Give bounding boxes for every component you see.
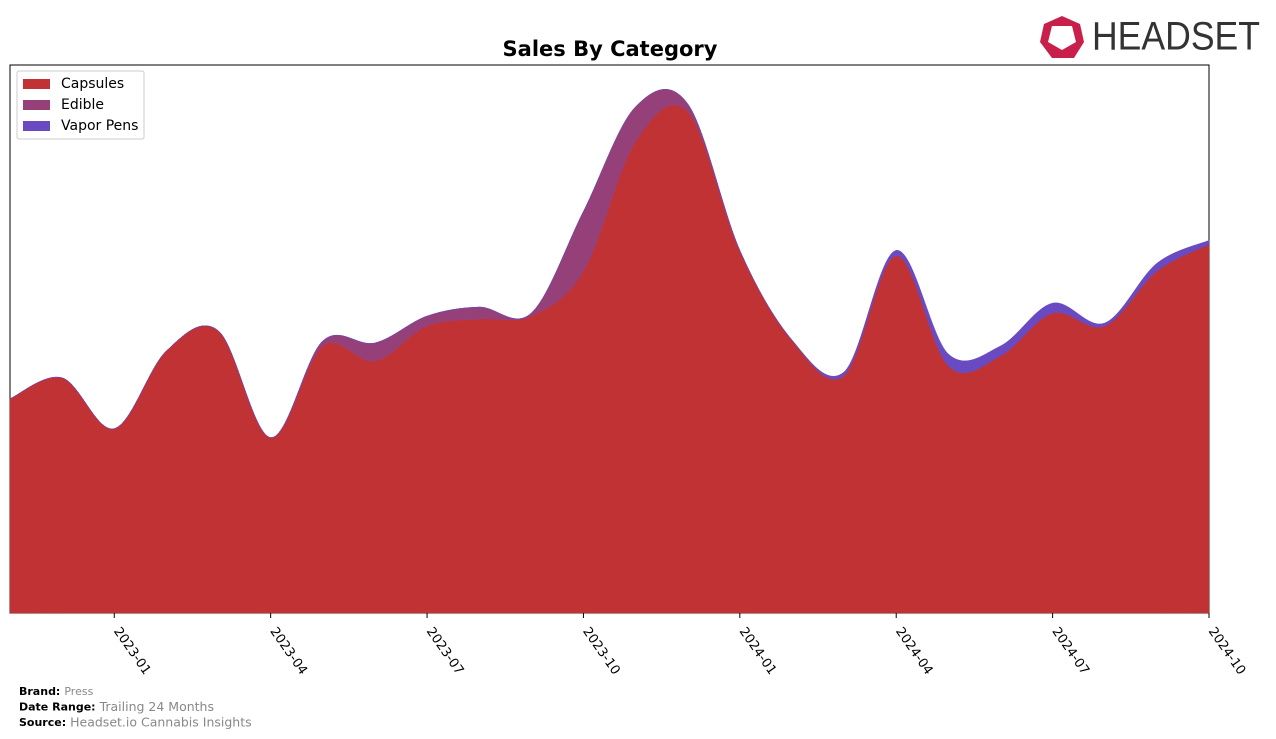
- logo-icon-hole: [1048, 26, 1076, 50]
- x-tick-label: 2023-10: [579, 625, 622, 678]
- legend-label: Edible: [61, 97, 104, 113]
- legend-swatch: [23, 100, 50, 110]
- legend-label: Capsules: [61, 76, 124, 92]
- x-tick-label: 2023-01: [110, 625, 153, 678]
- footer-label: Brand:: [19, 685, 60, 698]
- chart-title: Sales By Category: [503, 37, 718, 61]
- x-tick-label: 2024-10: [1205, 625, 1248, 678]
- legend-swatch: [23, 121, 50, 131]
- legend-label: Vapor Pens: [61, 118, 138, 134]
- legend-swatch: [23, 79, 50, 89]
- footer-value: Press: [64, 685, 93, 698]
- x-tick-label: 2023-07: [423, 625, 466, 678]
- footer-label: Date Range:: [19, 701, 96, 714]
- footer-value: Headset.io Cannabis Insights: [70, 715, 252, 730]
- x-tick-label: 2024-07: [1048, 625, 1091, 678]
- logo-text: HEADSET: [1092, 15, 1260, 59]
- logo: HEADSET: [1040, 15, 1260, 59]
- area: [9, 89, 1210, 438]
- x-tick-label: 2024-01: [736, 625, 779, 678]
- x-tick-label: 2023-04: [267, 625, 310, 678]
- footer-value: Trailing 24 Months: [99, 699, 214, 714]
- x-tick-label: 2024-04: [892, 625, 935, 678]
- footer-label: Source:: [19, 716, 66, 729]
